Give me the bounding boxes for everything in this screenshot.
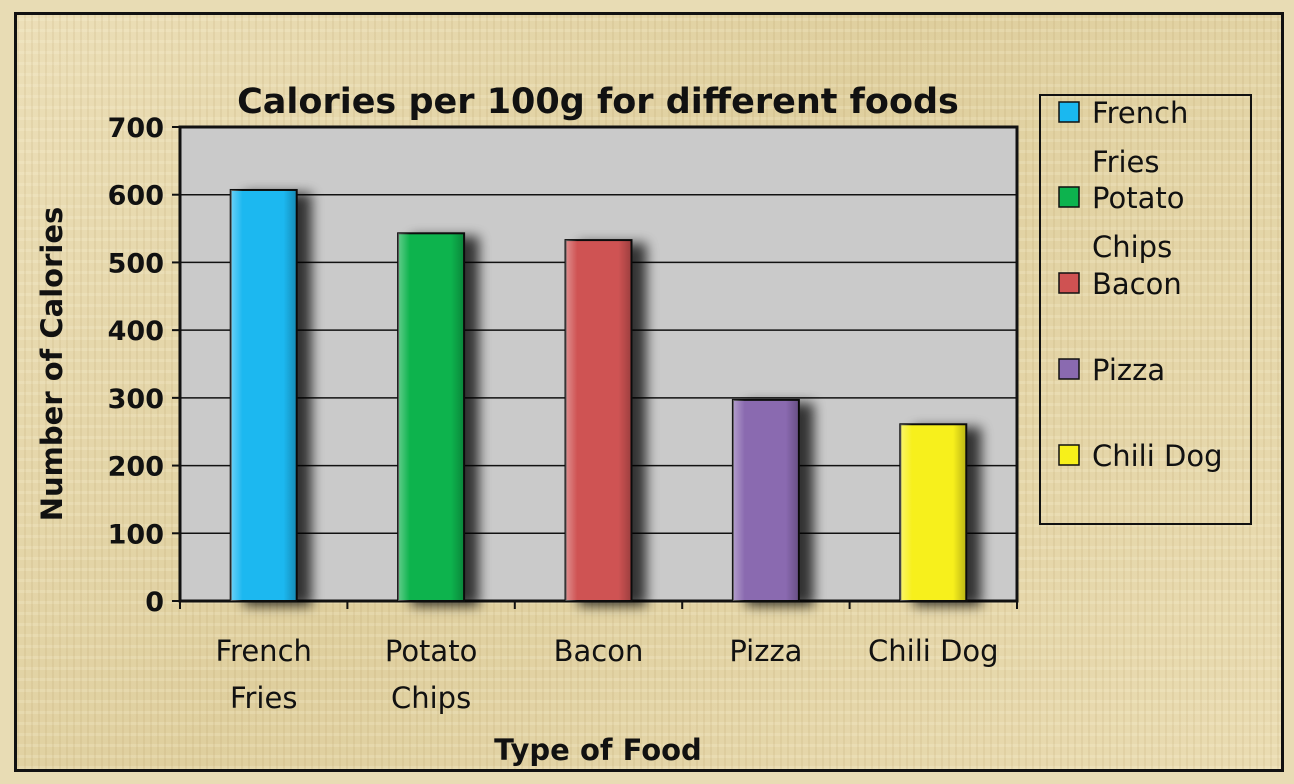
y-tick-label: 200 <box>108 452 164 483</box>
y-tick-label: 100 <box>108 519 164 550</box>
y-tick-label: 400 <box>108 316 164 347</box>
chart-title: Calories per 100g for different foods <box>237 82 959 122</box>
legend-entry-label: French <box>1092 96 1188 130</box>
legend-swatch <box>1058 186 1080 208</box>
legend-swatch <box>1058 101 1080 123</box>
bar-highlight <box>230 189 297 601</box>
legend-swatch <box>1058 272 1080 294</box>
bar-highlight <box>565 240 632 601</box>
y-axis-title: Number of Calories <box>35 207 69 521</box>
x-axis-title: Type of Food <box>494 733 702 767</box>
y-tick-label: 500 <box>108 248 164 279</box>
legend-box <box>1039 94 1252 525</box>
x-category-label: Chips <box>391 681 471 715</box>
bar-highlight <box>900 424 967 601</box>
legend-entry-label: Fries <box>1092 145 1160 179</box>
y-tick-label: 600 <box>108 181 164 212</box>
legend-entry-label: Bacon <box>1092 267 1182 301</box>
x-category-label: Chili Dog <box>868 634 999 668</box>
legend-entry-label: Chili Dog <box>1092 439 1223 473</box>
legend-entry-label: Potato <box>1092 181 1184 215</box>
legend-swatch <box>1058 444 1080 466</box>
x-axis-categories: French Fries Potato Chips Bacon Pizza Chili Do… <box>179 601 1018 715</box>
y-tick-label: 700 <box>108 113 164 144</box>
y-axis-ticks: 0 100 200 300 400 500 600 700 <box>108 113 180 618</box>
legend-entry-label: Pizza <box>1092 353 1165 387</box>
x-category-label: Bacon <box>554 634 644 668</box>
bar-highlight <box>732 399 799 601</box>
y-tick-label: 300 <box>108 384 164 415</box>
legend-swatch <box>1058 358 1080 380</box>
x-category-label: French <box>215 634 311 668</box>
bars <box>229 188 968 603</box>
x-category-label: Fries <box>230 681 298 715</box>
x-category-label: Potato <box>385 634 477 668</box>
y-tick-label: 0 <box>145 587 164 618</box>
bar-highlight <box>398 233 465 601</box>
legend-entry-label: Chips <box>1092 230 1172 264</box>
x-category-label: Pizza <box>729 634 802 668</box>
